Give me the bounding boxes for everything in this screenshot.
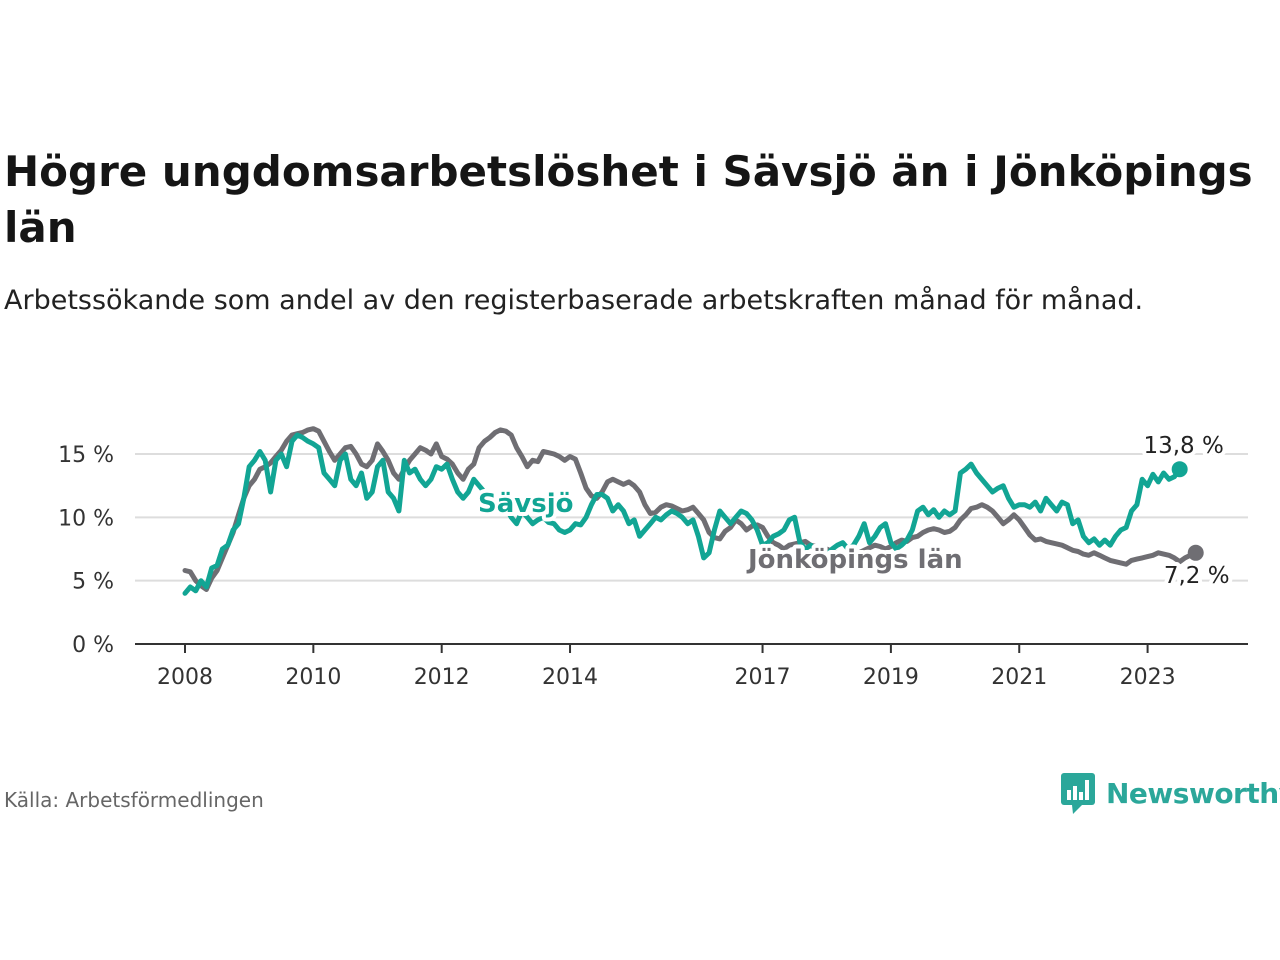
x-tick-label: 2012 [414,665,470,690]
end-point-savsjo [1171,461,1188,478]
y-axis-ticks: 0 % 5 % 10 % 15 % [58,443,114,658]
x-tick-label: 2017 [735,665,791,690]
series-lines [182,426,1204,596]
series-label-jonkoping: Jönköpings län [746,545,963,575]
y-tick-label: 0 % [72,633,114,658]
chart-title: Högre ungdomsarbetslöshet i Sävsjö än i … [4,147,1253,252]
brand-logo[interactable]: Newsworthy [1060,770,1280,816]
series-labels: Sävsjö Jönköpings län 13,8 % 7,2 % [474,429,1234,593]
end-label-savsjo: 13,8 % [1143,433,1223,459]
source-note: Källa: Arbetsförmedlingen [4,788,264,812]
x-tick-label: 2010 [285,665,341,690]
x-tick-label: 2021 [991,665,1047,690]
end-label-jonkoping: 7,2 % [1164,563,1230,589]
series-line-savsjo [182,432,1183,596]
chart-subtitle: Arbetssökande som andel av den registerb… [4,285,1144,316]
x-axis-ticks: 2008 2010 2012 2014 2017 2019 2021 2023 [157,644,1176,690]
x-tick-label: 2019 [863,665,919,690]
brand-name: Newsworthy [1106,776,1280,810]
x-tick-label: 2008 [157,665,213,690]
series-label-savsjo: Sävsjö [478,489,573,519]
x-tick-label: 2023 [1120,665,1176,690]
y-tick-label: 10 % [58,506,114,531]
end-point-jonkoping [1187,544,1204,561]
series-line-jonkoping [182,426,1199,592]
y-tick-label: 5 % [72,570,114,595]
y-tick-label: 15 % [58,443,114,468]
gridlines [135,453,1248,645]
x-tick-label: 2014 [542,665,598,690]
newsworthy-logo-icon [1061,773,1095,814]
